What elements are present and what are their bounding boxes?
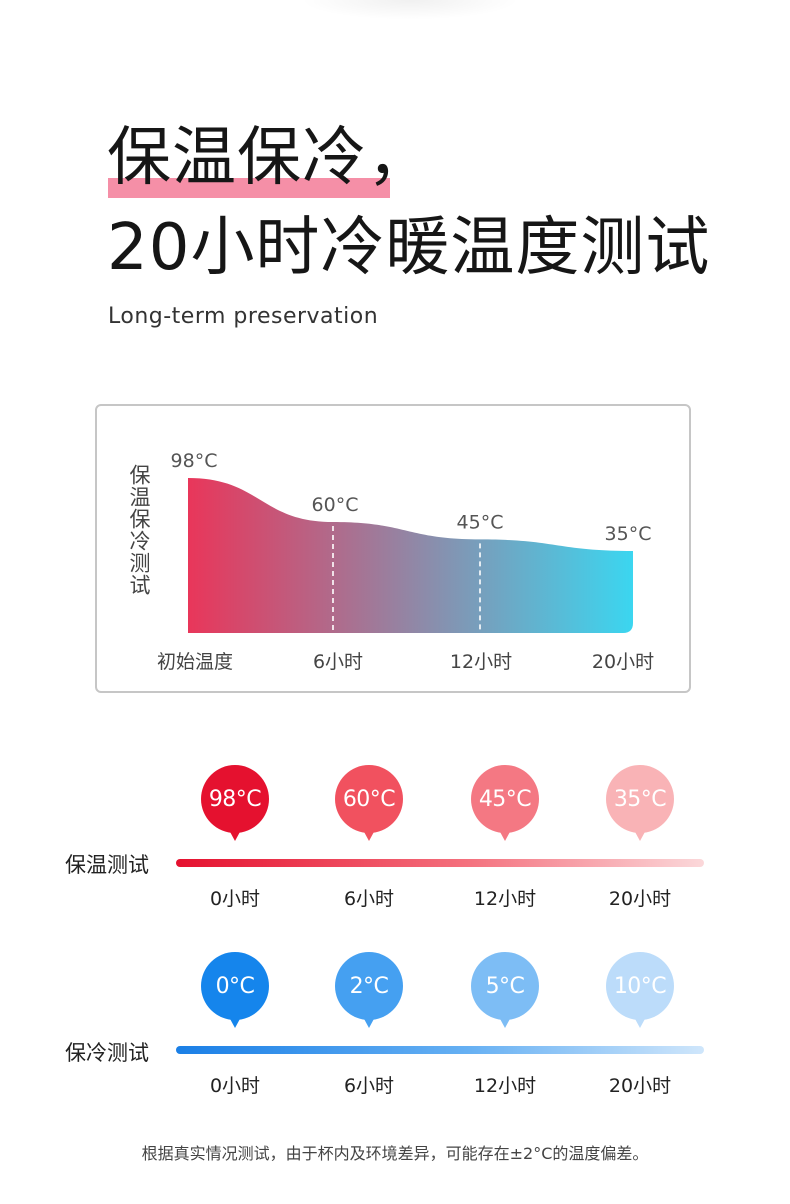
page-subtitle: Long-term preservation xyxy=(108,304,379,329)
value-label: 60°C xyxy=(312,494,359,516)
hot-temp-bubble: 60°C xyxy=(335,765,403,841)
hot-temp-bubble: 98°C xyxy=(201,765,269,841)
page-title-line-2: 20小时冷暖温度测试 xyxy=(107,211,711,285)
cold-time-label: 0小时 xyxy=(209,1075,261,1097)
hot-time-label: 0小时 xyxy=(209,888,261,910)
cold-temp-bubble: 0°C xyxy=(201,952,269,1028)
category-label: 20小时 xyxy=(592,651,654,673)
hot-time-label: 12小时 xyxy=(473,888,537,910)
value-label: 45°C xyxy=(457,511,504,533)
cold-temp-bubble: 2°C xyxy=(335,952,403,1028)
temperature-area xyxy=(188,478,633,633)
value-label: 35°C xyxy=(605,523,652,545)
page-title-line-1: 保温保冷， xyxy=(107,121,432,195)
category-label: 12小时 xyxy=(450,651,512,673)
chart-frame xyxy=(95,404,691,693)
cold-time-label: 20小时 xyxy=(608,1075,672,1097)
temperature-area-chart: 98°C 60°C 45°C 35°C 初始温度 6小时 12小时 20小时 xyxy=(157,450,654,673)
hot-temp-bubble: 35°C xyxy=(606,765,674,841)
category-label: 6小时 xyxy=(313,651,363,673)
hot-temp-bubble: 45°C xyxy=(471,765,539,841)
hot-test-label: 保温测试 xyxy=(65,853,149,877)
cold-test-label: 保冷测试 xyxy=(65,1041,149,1065)
cold-time-label: 12小时 xyxy=(473,1075,537,1097)
cold-test-track xyxy=(176,1046,704,1054)
cold-temp-bubble: 10°C xyxy=(606,952,674,1028)
top-shadow xyxy=(300,0,520,20)
footnote: 根据真实情况测试，由于杯内及环境差异，可能存在±2°C的温度偏差。 xyxy=(141,1144,649,1163)
category-label: 初始温度 xyxy=(157,651,233,673)
hot-time-label: 6小时 xyxy=(343,888,395,910)
title-highlight xyxy=(108,178,390,198)
hot-test-track xyxy=(176,859,704,867)
cold-temp-bubble: 5°C xyxy=(471,952,539,1028)
hot-time-label: 20小时 xyxy=(608,888,672,910)
cold-time-label: 6小时 xyxy=(343,1075,395,1097)
value-label: 98°C xyxy=(171,450,218,472)
chart-y-label: 保温保冷测试 xyxy=(127,464,151,596)
